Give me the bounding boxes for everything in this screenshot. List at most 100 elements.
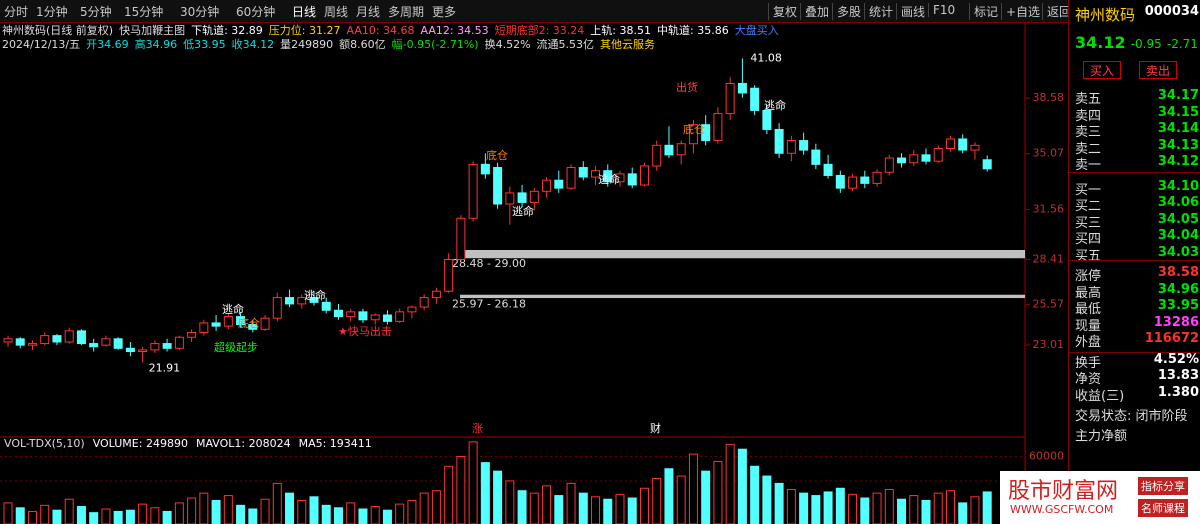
- candle-body: [529, 190, 539, 203]
- row-label: 净资: [1075, 372, 1102, 387]
- tool-button[interactable]: 多股: [832, 3, 865, 20]
- candle-body: [431, 290, 441, 299]
- signal: 超级起步: [214, 340, 258, 354]
- candle-body: [676, 143, 686, 156]
- candle-body: [554, 179, 564, 189]
- candle-body: [113, 338, 123, 349]
- tool-button[interactable]: +自选: [1001, 3, 1044, 20]
- volume-bar: [419, 492, 429, 524]
- volume-bar: [945, 490, 955, 524]
- info-text: 其他云服务: [600, 38, 655, 51]
- info-text: 下轨道: 32.89: [191, 23, 263, 37]
- quote-row: 卖三 34.14: [1075, 121, 1200, 140]
- chart-area: 神州数码(日线 前复权) 快马加鞭主图 下轨道: 32.89 压力位: 31.27 AA…: [0, 22, 1065, 524]
- period-tab[interactable]: 日线: [292, 5, 317, 19]
- volume-bar: [456, 456, 466, 524]
- period-tab[interactable]: 多周期: [388, 5, 425, 19]
- row-label: 卖三: [1075, 125, 1102, 140]
- candle-body: [958, 138, 968, 151]
- volume-bar: [970, 496, 980, 524]
- high-label: 41.08: [750, 51, 782, 64]
- volume-bar: [799, 492, 809, 524]
- quote-row: 换手 4.52%: [1075, 352, 1200, 371]
- wm-tag: 指标分享: [1138, 477, 1188, 495]
- volume-bar: [40, 504, 50, 524]
- row-label: 外盘: [1075, 335, 1102, 350]
- candle-body: [101, 338, 111, 346]
- candle-body: [382, 314, 392, 322]
- volume-bar: [505, 480, 515, 524]
- candle-body: [848, 176, 858, 189]
- volume-bar: [309, 496, 319, 524]
- volume-bar: [89, 512, 99, 524]
- sell-button[interactable]: 卖出: [1139, 61, 1177, 79]
- volume-bar: [150, 507, 160, 524]
- volume-bar: [260, 498, 270, 524]
- volume-bar: [823, 491, 833, 524]
- row-label: 买一: [1075, 182, 1102, 198]
- candle-body: [872, 171, 882, 184]
- candle-body: [370, 314, 380, 321]
- row-label: 卖二: [1075, 141, 1102, 157]
- candle-body: [945, 138, 955, 149]
- low-label: 21.91: [149, 361, 181, 374]
- candle-body: [27, 343, 37, 346]
- volume-bar: [358, 508, 368, 524]
- candle-body: [835, 174, 845, 189]
- stock-code: 000034: [1144, 4, 1199, 19]
- y-tick-label: 38.58: [1033, 91, 1065, 104]
- signal: 底仓: [486, 148, 508, 162]
- row-value: 116672: [1144, 331, 1199, 346]
- tool-button[interactable]: 复权: [768, 3, 801, 20]
- info-text: 额8.60亿: [339, 38, 386, 51]
- period-tab[interactable]: 5分钟: [80, 5, 112, 19]
- volume-bar: [236, 504, 246, 524]
- candle-body: [3, 338, 13, 343]
- volume-bar: [542, 485, 552, 524]
- period-tab[interactable]: 更多: [432, 5, 457, 19]
- volume-bar: [223, 495, 233, 524]
- tool-button[interactable]: 统计: [864, 3, 897, 20]
- candle-body: [76, 330, 86, 345]
- candle-body: [309, 297, 319, 303]
- tool-button[interactable]: 标记: [969, 3, 1002, 20]
- period-tab[interactable]: 周线: [324, 5, 349, 19]
- candle-body: [688, 124, 698, 145]
- buy-button[interactable]: 买入: [1083, 61, 1121, 79]
- volume-bar: [211, 499, 221, 524]
- period-tab[interactable]: 60分钟: [236, 5, 276, 19]
- candle-body: [762, 109, 772, 130]
- candle-body: [285, 297, 295, 305]
- period-tab[interactable]: 1分钟: [36, 5, 68, 19]
- volume-bar: [517, 490, 527, 524]
- volume-bar: [101, 508, 111, 524]
- candle-body: [786, 140, 796, 154]
- info-text: 量249890: [280, 38, 333, 51]
- info-text: 开34.69: [86, 38, 129, 51]
- info-text: 短期底部2: 33.24: [495, 23, 585, 37]
- tool-button[interactable]: 画线: [896, 3, 929, 20]
- wm-tag: 名师课程: [1138, 499, 1188, 517]
- tool-button[interactable]: 返回: [1042, 3, 1075, 20]
- candle-body: [150, 343, 160, 351]
- candle-body: [419, 297, 429, 308]
- volume-bar: [199, 492, 209, 524]
- row-value: 34.15: [1157, 104, 1199, 120]
- row-label: 买四: [1075, 232, 1102, 247]
- volume-bar: [554, 495, 564, 524]
- volume-bar: [933, 492, 943, 524]
- volume-bar: [395, 503, 405, 524]
- quote-row: 买一 34.10: [1075, 179, 1200, 198]
- period-tab[interactable]: 30分钟: [180, 5, 220, 19]
- period-tab[interactable]: 15分钟: [124, 5, 164, 19]
- period-tab[interactable]: 月线: [356, 5, 381, 19]
- tool-button[interactable]: F10: [928, 3, 959, 17]
- candle-body: [970, 144, 980, 151]
- row-value: 13.83: [1157, 368, 1199, 383]
- candle-body: [15, 338, 25, 346]
- candle-body: [627, 173, 637, 186]
- tool-button[interactable]: 叠加: [800, 3, 833, 20]
- period-tab[interactable]: 分时: [4, 5, 29, 19]
- candle-body: [236, 316, 246, 326]
- signal: 逃命: [512, 204, 534, 218]
